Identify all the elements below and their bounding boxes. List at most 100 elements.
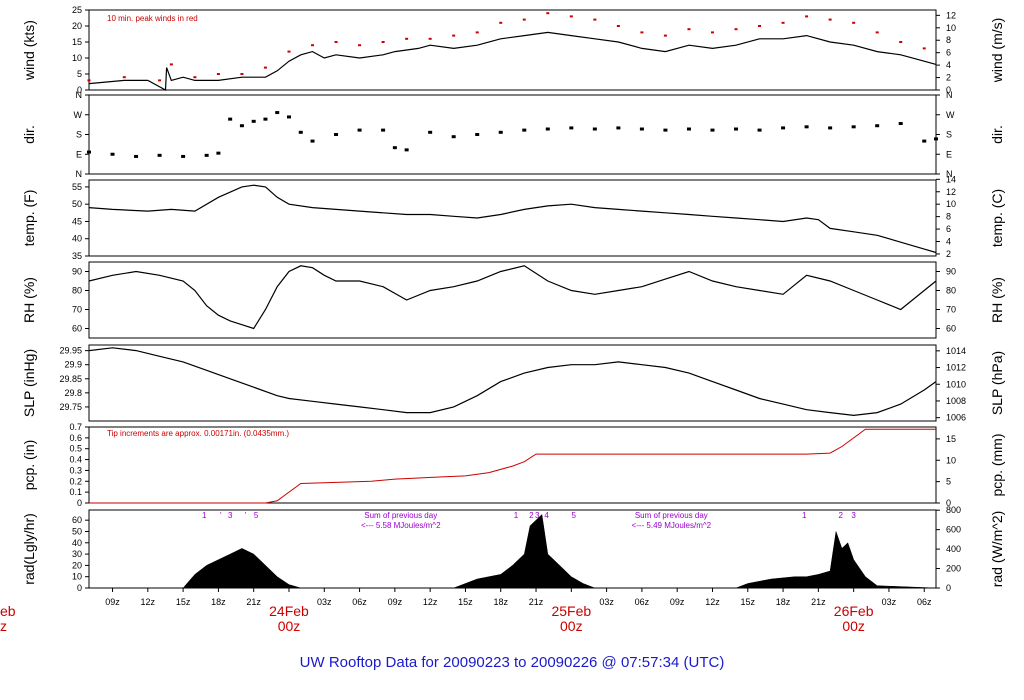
rad-event-marker: 1 bbox=[202, 511, 207, 520]
pcp-ytick-right-label: 5 bbox=[946, 477, 951, 487]
temp-line bbox=[88, 184, 937, 254]
wind-peak-point bbox=[452, 34, 456, 37]
slp-ytick-right-label: 1008 bbox=[946, 396, 966, 406]
temp-ytick-right-label: 14 bbox=[946, 174, 956, 184]
x-tick-label: 06z bbox=[352, 597, 367, 607]
day-hour-label: 00z bbox=[278, 618, 301, 634]
rad-event-marker: ' bbox=[245, 511, 247, 520]
wind-peak-point bbox=[405, 37, 409, 40]
rad-ytick-label: 30 bbox=[72, 549, 82, 559]
wind-peak-point bbox=[593, 18, 597, 21]
wind-peak-point bbox=[734, 28, 738, 31]
dir-ytick-label: N bbox=[76, 90, 83, 100]
wind-annotation: 10 min. peak winds in red bbox=[107, 14, 198, 23]
rad-event-marker: 5 bbox=[571, 511, 576, 520]
wind-ytick-right-label: 12 bbox=[946, 10, 956, 20]
dir-point bbox=[451, 135, 456, 139]
dir-point bbox=[686, 127, 691, 131]
wind-peak-point bbox=[158, 79, 162, 82]
rh-frame bbox=[88, 261, 937, 339]
dir-point bbox=[898, 122, 903, 126]
x-tick-label: 21z bbox=[811, 597, 826, 607]
dir-point bbox=[851, 125, 856, 129]
dir-ytick-label: E bbox=[76, 149, 82, 159]
slp-ytick-right-label: 1012 bbox=[946, 363, 966, 373]
wind-peak-point bbox=[87, 79, 91, 82]
x-tick-label: 21z bbox=[529, 597, 544, 607]
pcp-annotation: Tip increments are approx. 0.00171in. (0… bbox=[107, 429, 289, 438]
wind-peak-point bbox=[569, 15, 573, 18]
rad-event-marker: 1 bbox=[514, 511, 519, 520]
wind-line bbox=[88, 31, 937, 91]
dir-point bbox=[228, 117, 233, 121]
panel-rh: 60 70 80 90 60 70 80 90 RH (%) RH (%) bbox=[21, 261, 1005, 339]
slp-line bbox=[88, 347, 937, 417]
wind-peak-point bbox=[240, 73, 244, 75]
wind-peak-point bbox=[334, 41, 338, 43]
panel-slp: 29.75 29.8 29.85 29.9 29.95 1006 1008 1010 1012 1… bbox=[21, 344, 1005, 423]
temp-ylabel: temp. (F) bbox=[21, 190, 37, 247]
wind-peak-point bbox=[263, 66, 267, 69]
wind-peak-point bbox=[828, 18, 832, 21]
rad-event-marker: 3 bbox=[535, 511, 540, 520]
dir-point bbox=[781, 126, 786, 130]
temp-ytick-right-label: 4 bbox=[946, 237, 951, 247]
wind-ytick-right-label: 8 bbox=[946, 35, 951, 45]
dir-point bbox=[216, 151, 221, 155]
slp-ytick-right-label: 1010 bbox=[946, 379, 966, 389]
rad-ytick-right-label: 600 bbox=[946, 525, 961, 535]
slp-ytick-label: 29.85 bbox=[59, 374, 82, 384]
wind-peak-point bbox=[922, 47, 926, 50]
x-tick-label: 15z bbox=[176, 597, 191, 607]
wind-peak-point bbox=[640, 31, 644, 34]
slp-ylabel: SLP (inHg) bbox=[21, 349, 37, 417]
dir-ytick-right-label: N bbox=[946, 169, 953, 179]
x-tick-label: 06z bbox=[635, 597, 650, 607]
day-date-label: 24Feb bbox=[269, 603, 309, 619]
wind-peak-point bbox=[499, 21, 503, 24]
pcp-line bbox=[89, 428, 936, 504]
wind-frame bbox=[88, 9, 937, 91]
rad-ytick-right-label: 400 bbox=[946, 544, 961, 554]
rh-line bbox=[88, 265, 937, 330]
panel-temp: 35 40 45 50 55 2 4 6 8 10 12 14 temp. (F) temp. (C) bbox=[21, 174, 1005, 261]
day-date-label: 25Feb bbox=[551, 603, 591, 619]
rad-event-marker: ' bbox=[220, 511, 222, 520]
rh-ytick-right-label: 60 bbox=[946, 324, 956, 334]
wind-peak-point bbox=[522, 18, 526, 21]
wind-peak-point bbox=[687, 28, 691, 31]
dir-ytick-label: S bbox=[76, 130, 82, 140]
pcp-ytick-label: 0.4 bbox=[69, 455, 82, 465]
wind-peak-point bbox=[287, 50, 291, 53]
dir-point bbox=[475, 133, 480, 136]
dir-ylabel: dir. bbox=[21, 125, 37, 144]
pcp-ytick-label: 0.2 bbox=[69, 476, 82, 486]
rad-event-marker: 3 bbox=[228, 511, 233, 520]
wind-peak-point bbox=[758, 25, 762, 27]
rad-ytick-label: 60 bbox=[72, 515, 82, 525]
dir-point bbox=[545, 127, 550, 131]
x-tick-label: 03z bbox=[317, 597, 332, 607]
wind-ytick-label: 20 bbox=[72, 21, 82, 31]
temp-ytick-right-label: 2 bbox=[946, 249, 951, 259]
slp-ytick-label: 29.75 bbox=[59, 402, 82, 412]
pcp-ytick-label: 0.3 bbox=[69, 465, 82, 475]
dir-point bbox=[286, 115, 291, 119]
wind-peak-point bbox=[475, 31, 479, 34]
day-date-label: 26Feb bbox=[834, 603, 874, 619]
dir-point bbox=[734, 127, 739, 131]
dir-ylabel-right: dir. bbox=[989, 125, 1005, 144]
slp-ytick-label: 29.95 bbox=[59, 346, 82, 356]
wind-peak-point bbox=[546, 12, 550, 15]
dir-ytick-label: W bbox=[74, 110, 83, 120]
rh-ytick-label: 60 bbox=[72, 324, 82, 334]
x-tick-label: 18z bbox=[776, 597, 791, 607]
x-tick-label: 06z bbox=[917, 597, 932, 607]
wind-ytick-right-label: 2 bbox=[946, 73, 951, 83]
day-hour-label: 00z bbox=[842, 618, 865, 634]
wind-ytick-label: 0 bbox=[77, 85, 82, 95]
wind-ytick-label: 5 bbox=[77, 69, 82, 79]
